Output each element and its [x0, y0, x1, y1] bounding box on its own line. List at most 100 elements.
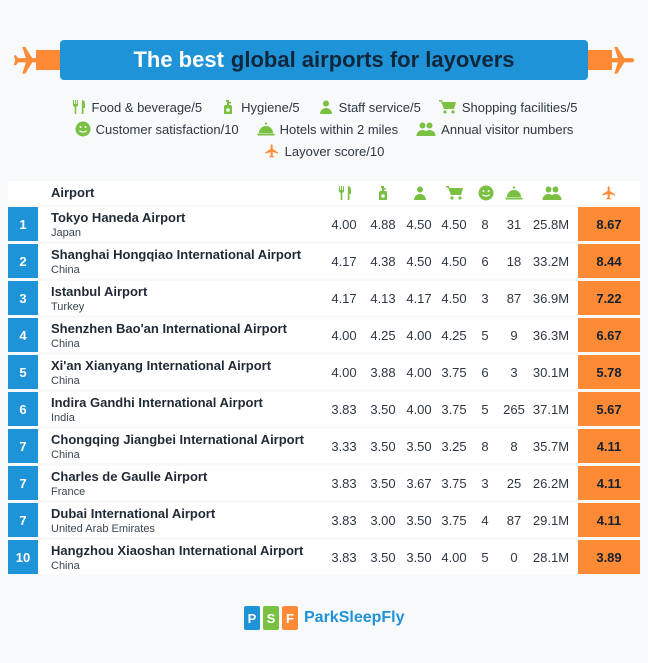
legend-row-1: Food & beverage/5 Hygiene/5 Staff servic…: [0, 99, 648, 115]
staff-score: 4.17: [406, 291, 432, 306]
airport-name: Shenzhen Bao'an International Airport: [51, 321, 287, 336]
hygiene-score: 4.38: [370, 254, 396, 269]
rank-badge: 2: [8, 244, 38, 278]
shopping-score: 3.75: [441, 513, 467, 528]
fork-knife-icon: [339, 186, 351, 200]
hotels-count: 9: [510, 328, 518, 343]
layover-score: 7.22: [578, 281, 640, 315]
satisfaction-score: 6: [481, 254, 489, 269]
legend-row-2: Customer satisfaction/10 Hotels within 2…: [0, 121, 648, 137]
table-row: 7 Dubai International Airport United Ara…: [8, 503, 640, 537]
airport-country: China: [51, 338, 80, 350]
staff-score: 3.50: [406, 513, 432, 528]
legend-label: Food & beverage/5: [91, 99, 203, 115]
food-score: 4.17: [331, 254, 357, 269]
legend-item-hotels: Hotels within 2 miles: [257, 121, 399, 137]
airplane-icon: [264, 144, 278, 158]
hygiene-score: 3.88: [370, 365, 396, 380]
smiley-face-icon: [478, 185, 494, 201]
table-header: Airport: [8, 181, 640, 205]
satisfaction-score: 3: [481, 291, 489, 306]
airport-country: United Arab Emirates: [51, 523, 155, 535]
logo-text: ParkSleepFly: [304, 609, 405, 626]
logo-box-p: P: [244, 606, 260, 630]
airport-name: Dubai International Airport: [51, 506, 216, 521]
hotels-count: 87: [506, 513, 522, 528]
hotel-bell-icon: [257, 122, 275, 136]
hotels-count: 265: [503, 402, 525, 417]
hotels-count: 0: [510, 550, 518, 565]
page-title: The best global airports for layovers: [60, 40, 588, 80]
airport-country: China: [51, 449, 80, 461]
rank-badge: 5: [8, 355, 38, 389]
shopping-cart-icon: [446, 186, 463, 200]
layover-score: 5.78: [578, 355, 640, 389]
hotels-count: 8: [510, 439, 518, 454]
soap-bottle-icon: [379, 186, 387, 200]
staff-person-icon: [319, 100, 332, 114]
shopping-score: 3.75: [441, 402, 467, 417]
layover-score: 4.11: [578, 466, 640, 500]
airport-name: Tokyo Haneda Airport: [51, 210, 186, 225]
visitor-numbers: 36.9M: [532, 291, 570, 306]
hygiene-score: 4.88: [370, 217, 396, 232]
layover-score: 5.67: [578, 392, 640, 426]
airport-name: Charles de Gaulle Airport: [51, 469, 208, 484]
airport-name: Shanghai Hongqiao International Airport: [51, 247, 302, 262]
rank-badge: 7: [8, 466, 38, 500]
airport-country: Japan: [51, 227, 81, 239]
legend-label: Annual visitor numbers: [441, 121, 574, 137]
legend-item-staff: Staff service/5: [318, 99, 421, 115]
legend-item-food: Food & beverage/5: [71, 99, 203, 115]
airport-country: Turkey: [51, 301, 85, 313]
visitor-numbers: 36.3M: [532, 328, 570, 343]
visitor-numbers: 26.2M: [532, 476, 570, 491]
legend-label: Shopping facilities/5: [461, 99, 578, 115]
hygiene-score: 3.50: [370, 550, 396, 565]
satisfaction-score: 8: [481, 439, 489, 454]
satisfaction-score: 6: [481, 365, 489, 380]
legend-item-hygiene: Hygiene/5: [220, 99, 300, 115]
staff-score: 3.50: [406, 550, 432, 565]
legend-label: Hygiene/5: [241, 99, 300, 115]
airport-name: Istanbul Airport: [51, 284, 148, 299]
table-row: 2 Shanghai Hongqiao International Airpor…: [8, 244, 640, 278]
legend-item-layover-score: Layover score/10: [264, 143, 384, 159]
people-group-icon: [542, 186, 562, 200]
rank-badge: 7: [8, 503, 38, 537]
legend-item-satisfaction: Customer satisfaction/10: [75, 121, 239, 137]
layover-score: 4.11: [578, 503, 640, 537]
table-row: 6 Indira Gandhi International Airport In…: [8, 392, 640, 426]
visitor-numbers: 29.1M: [532, 513, 570, 528]
hotels-count: 31: [506, 217, 522, 232]
layover-score: 4.11: [578, 429, 640, 463]
airport-name: Xi'an Xianyang International Airport: [51, 358, 272, 373]
airport-name: Hangzhou Xiaoshan International Airport: [51, 543, 304, 558]
satisfaction-score: 5: [481, 328, 489, 343]
table-row: 10 Hangzhou Xiaoshan International Airpo…: [8, 540, 640, 574]
airport-country: China: [51, 264, 80, 276]
staff-score: 4.50: [406, 217, 432, 232]
airplane-icon: [605, 46, 635, 74]
staff-score: 4.00: [406, 365, 432, 380]
legend-label: Hotels within 2 miles: [279, 121, 399, 137]
food-score: 3.83: [331, 550, 357, 565]
hygiene-score: 4.25: [370, 328, 396, 343]
table-row: 7 Chongqing Jiangbei International Airpo…: [8, 429, 640, 463]
food-score: 3.33: [331, 439, 357, 454]
shopping-cart-icon: [438, 100, 456, 114]
satisfaction-score: 4: [481, 513, 489, 528]
staff-score: 3.50: [406, 439, 432, 454]
airplane-icon: [602, 186, 615, 200]
staff-score: 3.67: [406, 476, 432, 491]
smiley-face-icon: [75, 121, 91, 137]
hotels-count: 3: [510, 365, 518, 380]
rank-badge: 4: [8, 318, 38, 352]
title-part-1: The best: [133, 47, 224, 72]
table-row: 4 Shenzhen Bao'an International Airport …: [8, 318, 640, 352]
shopping-score: 4.25: [441, 328, 467, 343]
table-row: 7 Charles de Gaulle Airport France 3.83 …: [8, 466, 640, 500]
table-row: 5 Xi'an Xianyang International Airport C…: [8, 355, 640, 389]
airport-country: India: [51, 412, 75, 424]
rank-badge: 1: [8, 207, 38, 241]
